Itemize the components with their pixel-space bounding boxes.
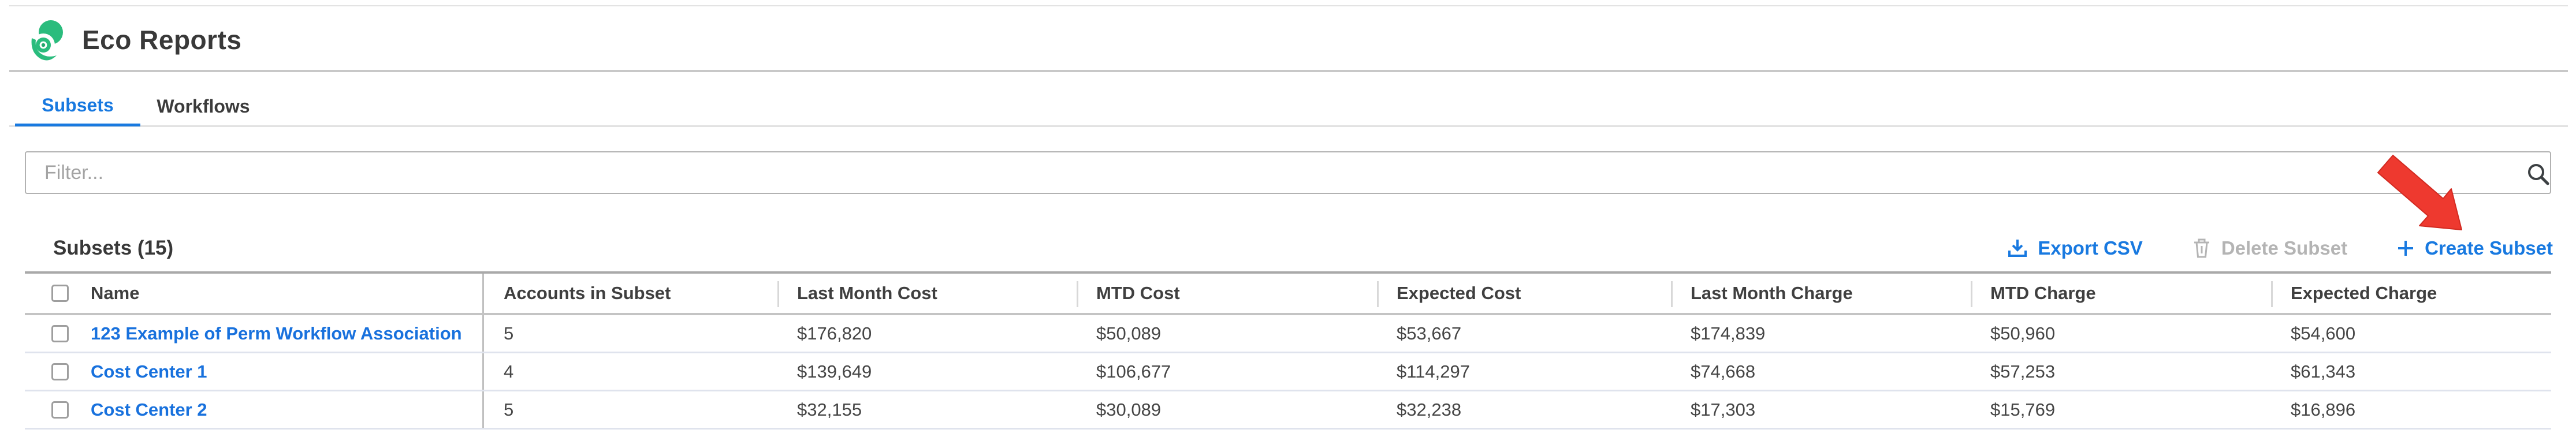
filter-input[interactable] [25,151,2551,194]
cell-accounts: 5 [504,399,514,420]
delete-subset-label: Delete Subset [2221,237,2348,259]
search-icon[interactable] [2525,162,2552,188]
tab-workflows[interactable]: Workflows [157,96,250,117]
header-mtd-charge: MTD Charge [1971,274,2271,313]
cell-name: Cost Center 2 [25,391,484,428]
cell-accounts: 4 [504,361,514,382]
subset-name-link[interactable]: 123 Example of Perm Workflow Association [91,323,462,344]
row-checkbox[interactable] [51,324,69,342]
cell-last-month-charge: $17,303 [1691,399,1756,420]
header-expected-cost: Expected Cost [1377,274,1671,313]
export-csv-button[interactable]: Export CSV [2007,237,2143,259]
cell-last-month-charge: $74,668 [1691,361,1756,382]
header-mtd-cost: MTD Cost [1077,274,1377,313]
eco-logo-icon [31,20,63,61]
trash-icon [2194,238,2209,258]
cell-expected-charge: $16,896 [2291,399,2356,420]
header-name: Name [25,274,484,313]
cell-mtd-charge: $50,960 [1990,323,2056,344]
delete-subset-button[interactable]: Delete Subset [2191,237,2347,259]
cell-expected-cost: $114,297 [1397,361,1470,382]
cell-expected-charge: $61,343 [2291,361,2356,382]
cell-mtd-cost: $106,677 [1096,361,1171,382]
app-header: Eco Reports [31,16,241,64]
download-icon [2008,240,2027,257]
header-accounts: Accounts in Subset [504,283,671,303]
plus-icon [2398,241,2414,256]
row-checkbox[interactable] [51,401,69,419]
cell-mtd-cost: $50,089 [1096,323,1162,344]
cell-accounts: 5 [504,323,514,344]
top-divider [9,5,2568,6]
cell-expected-cost: $53,667 [1397,323,1462,344]
table-header-row: Name Accounts in Subset Last Month Cost … [25,274,2551,315]
header-last-month-cost: Last Month Cost [777,274,1077,313]
table-row: Cost Center 1 4 $139,649 $106,677 $114,2… [25,353,2551,391]
table-row: 123 Example of Perm Workflow Association… [25,315,2551,353]
cell-mtd-charge: $15,769 [1990,399,2056,420]
subsets-table: Name Accounts in Subset Last Month Cost … [25,271,2551,430]
cell-last-month-cost: $139,649 [797,361,872,382]
table-actions: Export CSV Delete Subset Create Subset [2007,233,2553,263]
header-divider [9,70,2568,72]
page-title: Eco Reports [82,25,242,55]
section-title: Subsets (15) [53,237,174,259]
cell-mtd-charge: $57,253 [1990,361,2056,382]
row-checkbox[interactable] [51,363,69,380]
cell-last-month-cost: $32,155 [797,399,862,420]
subset-name-link[interactable]: Cost Center 2 [91,399,207,420]
tab-subsets[interactable]: Subsets [15,87,140,126]
cell-mtd-cost: $30,089 [1096,399,1162,420]
create-subset-label: Create Subset [2425,237,2553,259]
cell-name: 123 Example of Perm Workflow Association [25,315,484,352]
subset-name-link[interactable]: Cost Center 1 [91,361,207,382]
header-expected-charge: Expected Charge [2271,274,2551,313]
create-subset-button[interactable]: Create Subset [2396,237,2553,259]
cell-name: Cost Center 1 [25,353,484,390]
cell-expected-cost: $32,238 [1397,399,1462,420]
select-all-checkbox[interactable] [51,285,69,302]
export-csv-label: Export CSV [2038,237,2143,259]
header-last-month-charge: Last Month Charge [1671,274,1971,313]
table-row: Cost Center 2 5 $32,155 $30,089 $32,238 … [25,391,2551,430]
tabbar-underline [9,125,2568,127]
cell-expected-charge: $54,600 [2291,323,2356,344]
cell-last-month-cost: $176,820 [797,323,872,344]
cell-last-month-charge: $174,839 [1691,323,1766,344]
